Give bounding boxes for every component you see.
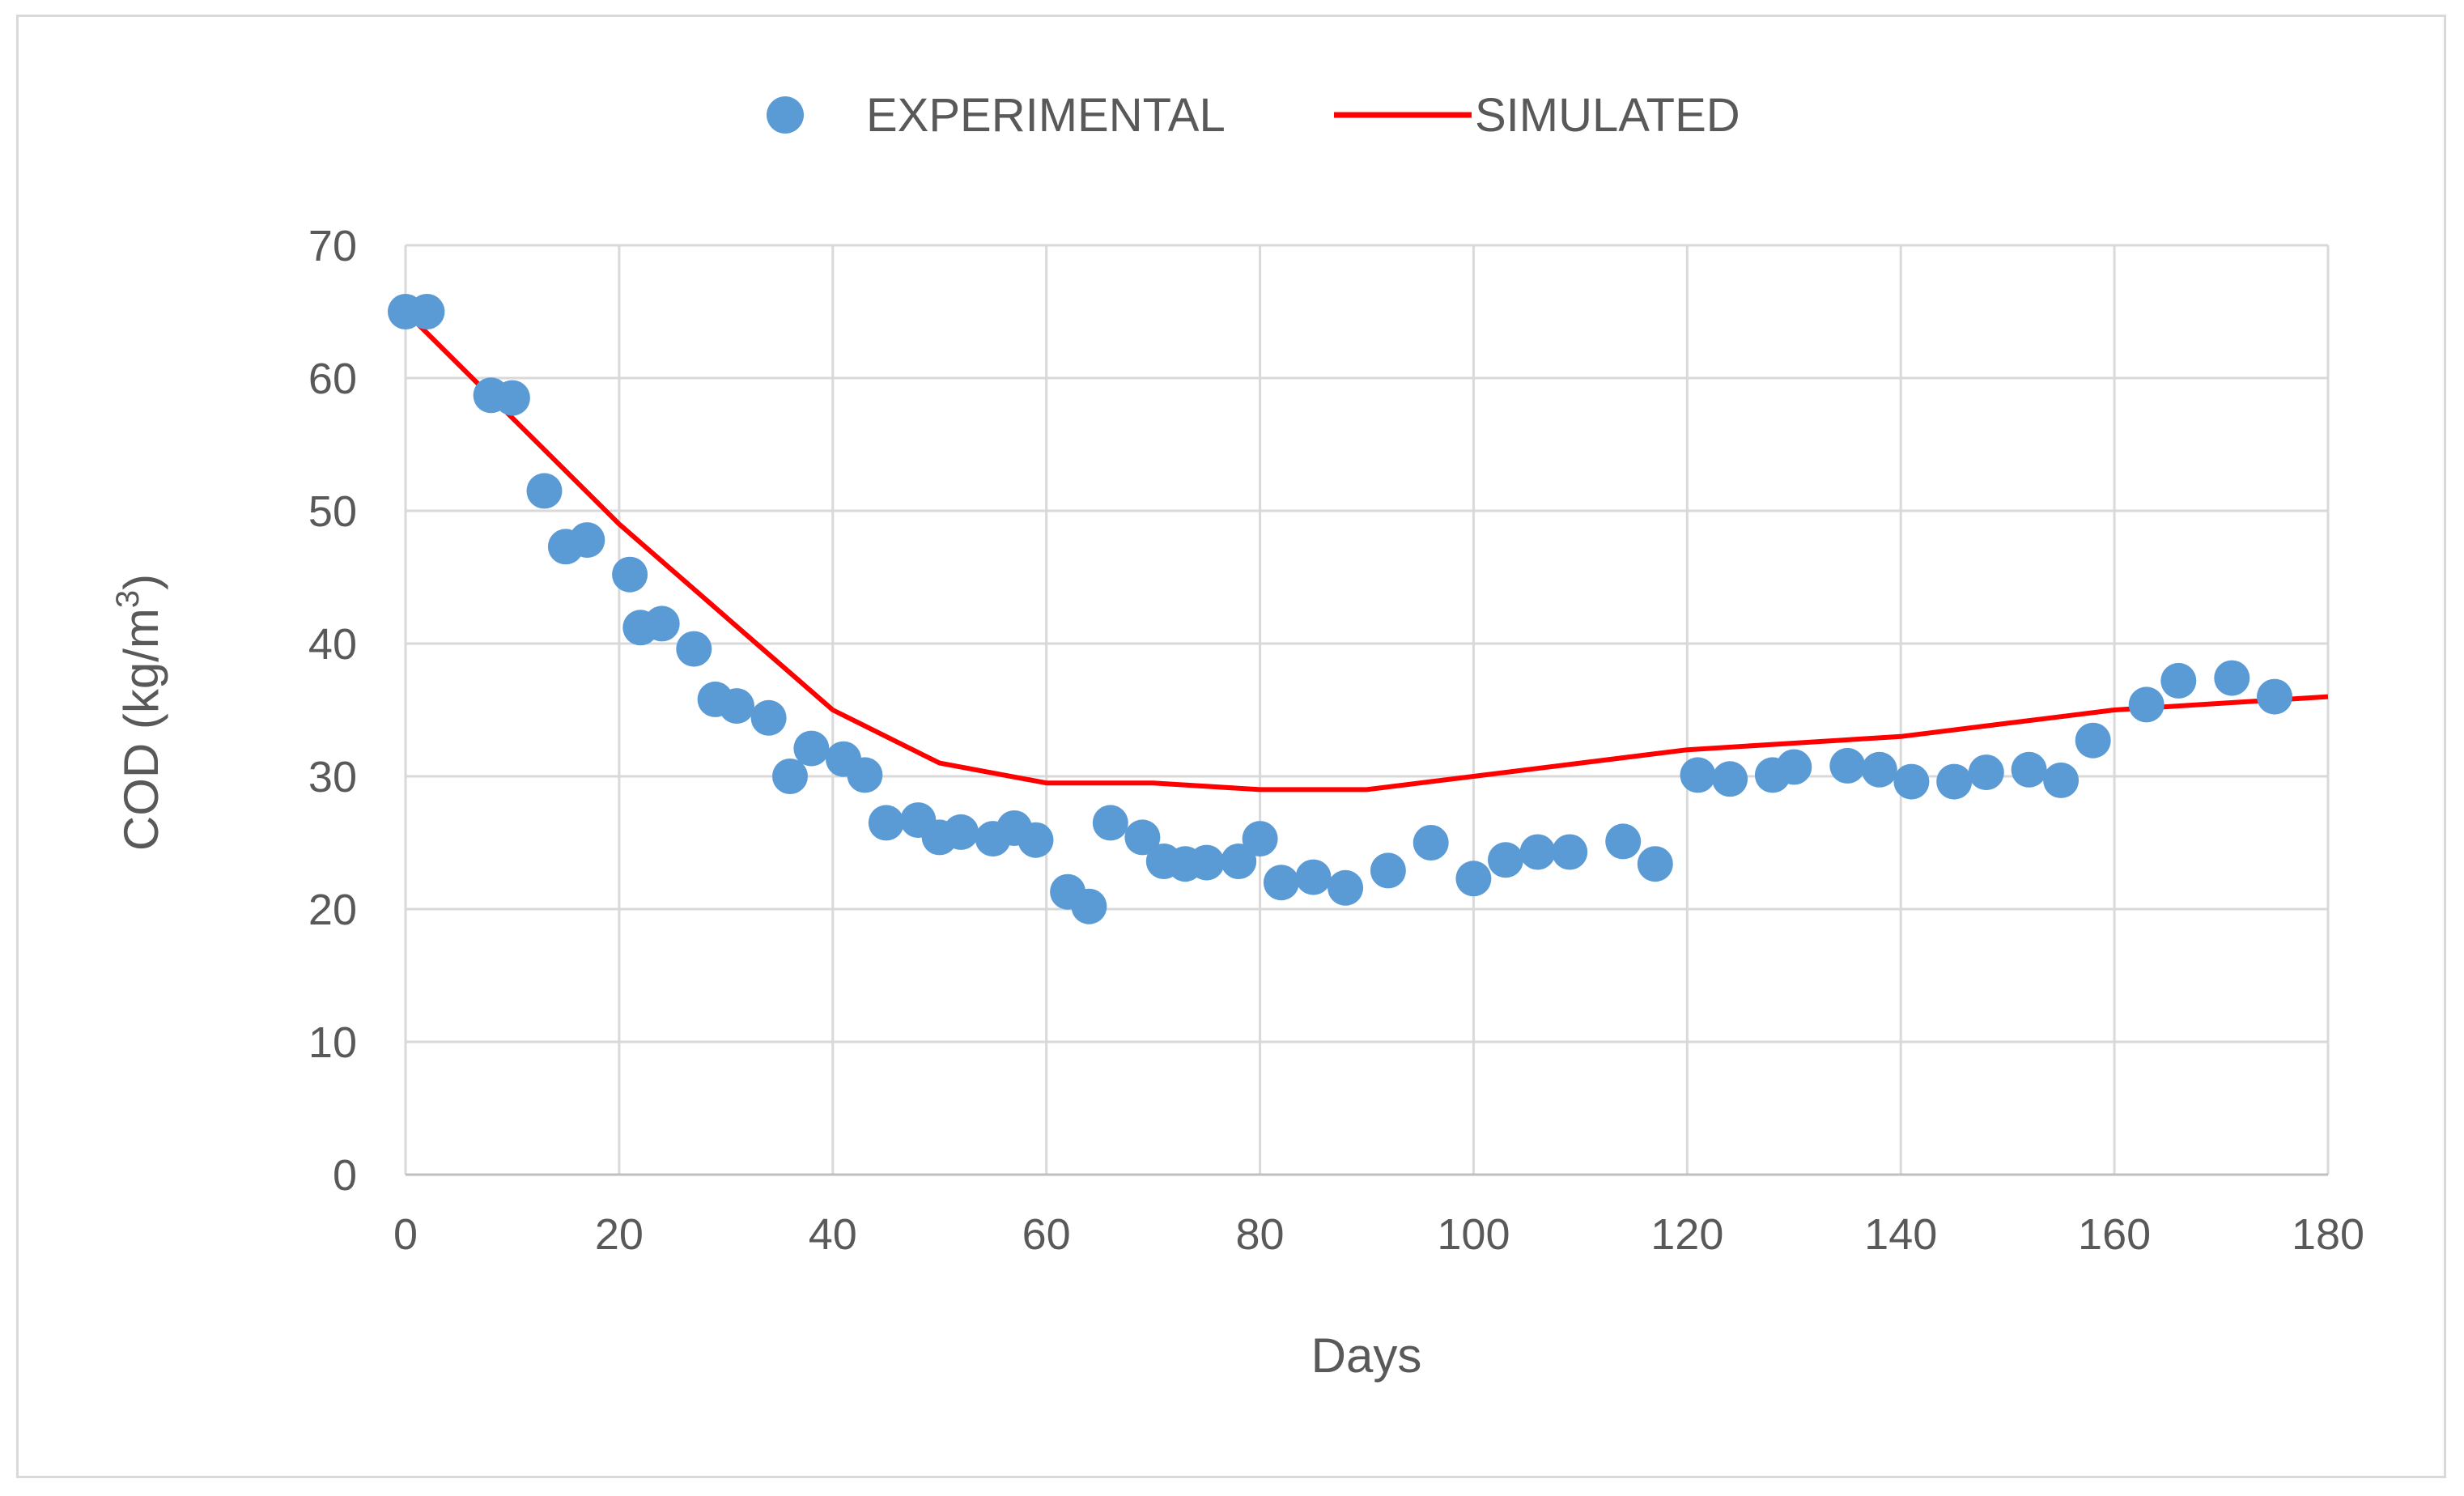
legend-marker-experimental bbox=[767, 96, 804, 134]
experimental-point bbox=[1295, 859, 1332, 895]
y-axis-title-close: ) bbox=[114, 574, 168, 590]
y-tick-label: 70 bbox=[308, 222, 357, 270]
experimental-point bbox=[1413, 825, 1449, 861]
legend: EXPERIMENTAL SIMULATED bbox=[767, 89, 1740, 142]
tick-labels: 0 10 20 30 40 50 60 70 0 20 40 60 80 100 120 140 160 180 bbox=[308, 222, 2364, 1259]
chart-frame bbox=[16, 15, 2446, 1478]
experimental-point bbox=[2214, 660, 2250, 696]
experimental-point bbox=[1680, 757, 1716, 793]
experimental-point bbox=[1893, 763, 1930, 800]
x-tick-label: 180 bbox=[2292, 1210, 2364, 1259]
experimental-series bbox=[388, 294, 2292, 924]
x-tick-label: 60 bbox=[1022, 1210, 1071, 1259]
experimental-point bbox=[494, 380, 530, 416]
legend-label-experimental: EXPERIMENTAL bbox=[866, 89, 1226, 142]
experimental-point bbox=[1092, 805, 1128, 841]
experimental-point bbox=[1829, 747, 1866, 784]
experimental-point bbox=[1605, 823, 1642, 860]
experimental-point bbox=[1552, 834, 1588, 870]
experimental-point bbox=[1519, 834, 1556, 870]
experimental-point bbox=[569, 522, 605, 559]
experimental-point bbox=[1370, 852, 1406, 889]
x-axis-title: Days bbox=[1311, 1328, 1422, 1383]
y-tick-label: 30 bbox=[308, 753, 357, 801]
grid-layer bbox=[404, 244, 2330, 1175]
experimental-point bbox=[719, 688, 754, 725]
x-tick-label: 140 bbox=[1864, 1210, 1937, 1259]
experimental-point bbox=[2160, 662, 2197, 699]
experimental-point bbox=[793, 730, 830, 767]
experimental-point bbox=[2043, 762, 2080, 798]
x-tick-label: 0 bbox=[393, 1210, 418, 1259]
experimental-point bbox=[1455, 861, 1492, 897]
experimental-point bbox=[1242, 821, 1278, 857]
x-tick-label: 40 bbox=[809, 1210, 857, 1259]
experimental-point bbox=[1936, 763, 1973, 800]
y-axis-title: COD (kg/m3) bbox=[110, 574, 168, 851]
experimental-point bbox=[676, 631, 712, 667]
experimental-point bbox=[2128, 686, 2164, 723]
svg-text:COD (kg/m3): COD (kg/m3) bbox=[110, 574, 168, 851]
experimental-point bbox=[1221, 844, 1257, 879]
experimental-point bbox=[1263, 865, 1299, 901]
x-tick-label: 20 bbox=[595, 1210, 644, 1259]
x-tick-label: 160 bbox=[2078, 1210, 2151, 1259]
experimental-point bbox=[1968, 754, 2004, 791]
experimental-point bbox=[1188, 844, 1225, 881]
experimental-point bbox=[750, 699, 787, 736]
y-tick-label: 50 bbox=[308, 487, 357, 536]
experimental-point bbox=[1328, 869, 1364, 906]
x-tick-label: 120 bbox=[1650, 1210, 1723, 1259]
experimental-point bbox=[2011, 751, 2047, 788]
y-tick-label: 0 bbox=[333, 1151, 357, 1200]
y-tick-label: 40 bbox=[308, 620, 357, 669]
experimental-point bbox=[1071, 888, 1107, 924]
experimental-point bbox=[2075, 722, 2111, 759]
experimental-point bbox=[772, 759, 808, 794]
experimental-point bbox=[1637, 846, 1673, 882]
experimental-point bbox=[644, 606, 680, 642]
experimental-point bbox=[1712, 761, 1748, 797]
experimental-point bbox=[1124, 819, 1161, 856]
experimental-point bbox=[409, 294, 445, 329]
experimental-point bbox=[612, 556, 648, 593]
experimental-point bbox=[1861, 751, 1897, 788]
experimental-point bbox=[2257, 678, 2292, 715]
experimental-point bbox=[943, 814, 979, 850]
simulated-series bbox=[403, 309, 2329, 793]
y-tick-label: 60 bbox=[308, 355, 357, 403]
experimental-point bbox=[1017, 822, 1054, 858]
legend-label-simulated: SIMULATED bbox=[1475, 89, 1740, 142]
experimental-point bbox=[526, 473, 563, 509]
y-axis-title-main: COD (kg/m bbox=[114, 608, 168, 851]
y-axis-title-superscript: 3 bbox=[110, 590, 146, 608]
x-tick-label: 100 bbox=[1437, 1210, 1510, 1259]
y-tick-label: 10 bbox=[308, 1018, 357, 1067]
experimental-point bbox=[847, 757, 883, 793]
experimental-point bbox=[1488, 842, 1523, 878]
experimental-point bbox=[868, 805, 904, 841]
simulated-line bbox=[403, 309, 2329, 793]
x-tick-label: 80 bbox=[1236, 1210, 1285, 1259]
y-tick-label: 20 bbox=[308, 886, 357, 934]
experimental-point bbox=[1776, 749, 1812, 785]
